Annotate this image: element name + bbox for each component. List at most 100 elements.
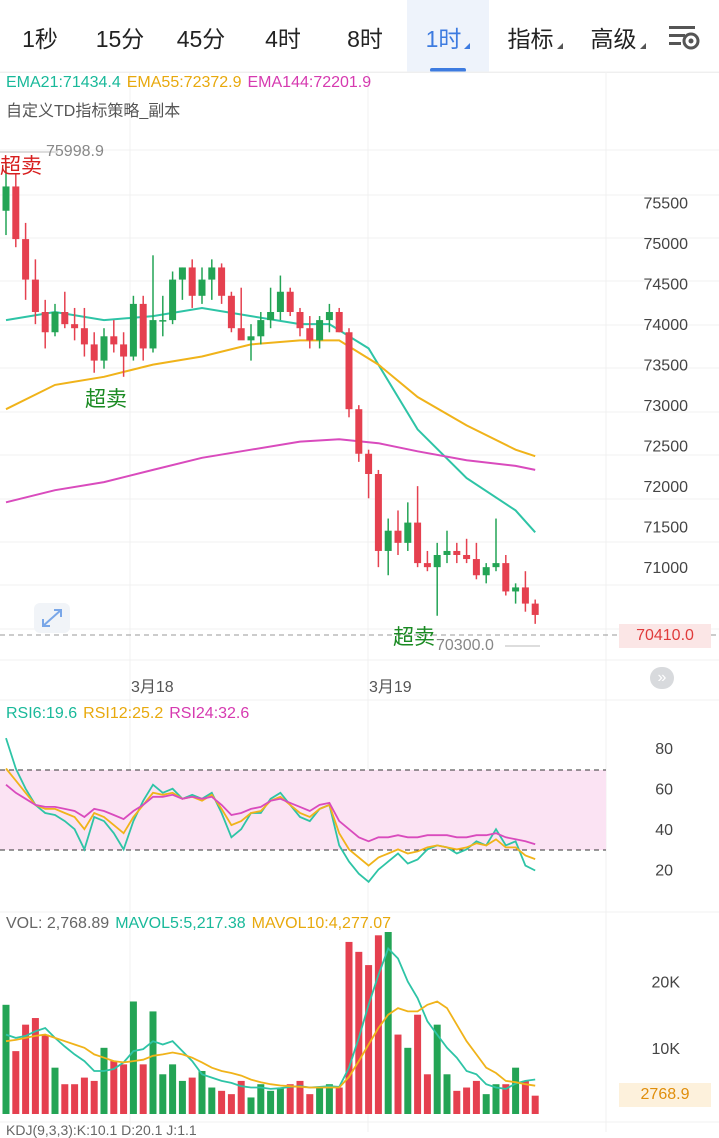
candle-body [237,328,245,341]
candle-body [365,453,373,474]
tab-45m[interactable]: 45分 [160,0,242,72]
candle-body [257,320,265,337]
candle-body [208,267,216,280]
price-tick-label: 75000 [644,236,689,253]
candle-body [2,186,10,211]
ema144-label: EMA144:72201.9 [247,74,372,91]
volume-bar [306,1094,314,1114]
volume-bar [365,965,373,1114]
signal-label-2: 超卖 [85,388,127,411]
volume-bar [110,1061,118,1114]
strategy-label: 自定义TD指标策略_副本 [6,103,181,120]
volume-bar [502,1084,510,1114]
volume-bar [335,1087,343,1114]
volume-bar [129,1001,137,1114]
low-price-marker: 70300.0 [436,637,494,654]
tab-1s[interactable]: 1秒 [0,0,80,72]
tab-advanced[interactable]: 高级 [578,0,658,72]
rsi-tick-label: 80 [655,741,673,758]
candle-body [110,336,118,345]
candle-body [463,555,471,560]
volume-bar [61,1084,69,1114]
candle-body [433,555,441,568]
rsi-tick-label: 40 [655,822,673,839]
tab-1h[interactable]: 1时 [407,0,489,72]
candle-body [218,267,226,296]
mavol-lines [5,946,536,1090]
timeframe-tabs: 1秒 15分 45分 4时 8时 1时 指标 高级 [0,0,719,73]
candle-body [51,312,59,333]
volume-bar [325,1084,333,1114]
ema-line-ema55 [5,339,536,458]
volume-bar [208,1087,216,1114]
candle-body [22,239,30,280]
tab-4h[interactable]: 4时 [242,0,324,72]
scroll-to-latest-button[interactable]: » [650,667,674,689]
candle-body [472,559,480,576]
volume-bar [384,932,392,1114]
tab-advanced-label: 高级 [590,26,637,52]
candle-body [247,336,255,341]
candle-body [394,530,402,543]
candle-body [149,320,157,349]
volume-bar [414,1014,422,1114]
candle-body [227,295,235,329]
volume-bar [531,1095,539,1114]
volume-bar [178,1080,186,1114]
candle-body [414,522,422,564]
rsi6-label: RSI6:19.6 [6,705,78,722]
rsi-lines [5,737,536,884]
candle-body [286,291,294,312]
volume-bar [345,941,353,1114]
candle-body [531,603,539,615]
volume-bar [237,1080,245,1114]
price-tick-label: 73000 [644,398,689,415]
price-tick-label: 73500 [644,358,689,375]
double-chevron-right-icon: » [657,669,667,686]
tab-indicators[interactable]: 指标 [495,0,575,72]
tab-8h[interactable]: 8时 [324,0,406,72]
date-label-2: 3月19 [369,679,412,696]
candle-body [482,567,490,576]
last-volume-badge: 2768.9 [619,1083,711,1107]
candle-body [71,324,79,329]
volume-bar [257,1084,265,1114]
volume-bar [521,1080,529,1114]
volume-bar [443,1074,451,1114]
price-tick-label: 74000 [644,317,689,334]
dropdown-triangle-icon [556,43,563,49]
candle-body [80,328,88,345]
candle-body [178,267,186,280]
rsi-line-rsi24 [5,784,536,846]
volume-bar [472,1080,480,1114]
candle-body [100,336,108,361]
candle-body [129,303,137,357]
candle-body [521,587,529,604]
candle-body [306,328,314,341]
vol-label: VOL: 2,768.89 [6,915,110,932]
volume-bar [159,1074,167,1114]
volume-bar [433,1024,441,1114]
price-tick-label: 71500 [644,520,689,537]
volume-tick-label: 20K [652,975,681,992]
chart-settings-icon[interactable] [665,20,705,54]
volume-bar [41,1034,49,1114]
volume-bar [139,1064,147,1114]
candle-body [502,563,510,592]
volume-bar [374,935,382,1114]
y-axis-ticks: 71000 71500 72000 72500 73000 73500 74000 74500… [644,196,689,1058]
candle-body [316,320,324,341]
ema55-label: EMA55:72372.9 [126,74,242,91]
candles [2,162,539,624]
volume-bar [355,951,363,1114]
volume-bar [316,1087,324,1114]
volume-bar [267,1090,275,1114]
candle-body [404,522,412,543]
tab-15m[interactable]: 15分 [80,0,160,72]
candle-body [443,550,451,555]
candle-body [188,267,196,296]
volume-bar [227,1094,235,1114]
expand-chart-button[interactable] [34,603,70,633]
grid-lines [0,71,719,1132]
